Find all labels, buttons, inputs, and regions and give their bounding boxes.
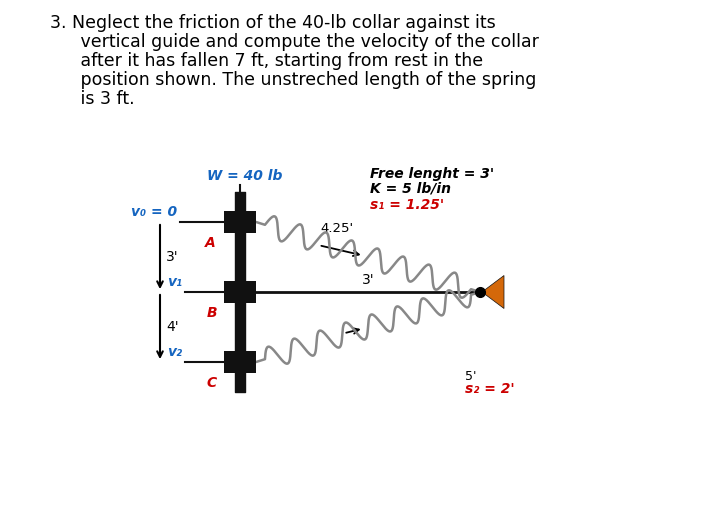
Text: Free lenght = 3': Free lenght = 3': [370, 167, 494, 181]
Text: after it has fallen 7 ft, starting from rest in the: after it has fallen 7 ft, starting from …: [64, 52, 483, 70]
Text: v₂: v₂: [167, 345, 182, 359]
Text: v₁: v₁: [167, 275, 182, 289]
Text: A: A: [205, 236, 215, 250]
Text: is 3 ft.: is 3 ft.: [64, 90, 135, 108]
Text: 3': 3': [166, 250, 179, 264]
Text: 3': 3': [362, 273, 374, 287]
Text: C: C: [207, 376, 217, 390]
Text: K = 5 lb/in: K = 5 lb/in: [370, 182, 451, 196]
Bar: [224, 281, 256, 303]
Bar: [224, 211, 256, 233]
Text: 4.25': 4.25': [321, 222, 354, 235]
Text: 3. Neglect the friction of the 40-lb collar against its: 3. Neglect the friction of the 40-lb col…: [50, 14, 495, 32]
Text: vertical guide and compute the velocity of the collar: vertical guide and compute the velocity …: [64, 33, 539, 51]
Text: W = 40 lb: W = 40 lb: [208, 169, 283, 183]
Text: v₀ = 0: v₀ = 0: [131, 205, 177, 219]
Text: position shown. The unstreched length of the spring: position shown. The unstreched length of…: [64, 71, 536, 89]
Text: s₁ = 1.25': s₁ = 1.25': [370, 198, 444, 212]
Polygon shape: [482, 275, 504, 308]
Text: 5': 5': [465, 370, 477, 383]
Text: 4': 4': [166, 320, 179, 334]
Bar: [224, 351, 256, 373]
Text: B: B: [207, 306, 218, 320]
Text: s₂ = 2': s₂ = 2': [465, 382, 515, 396]
